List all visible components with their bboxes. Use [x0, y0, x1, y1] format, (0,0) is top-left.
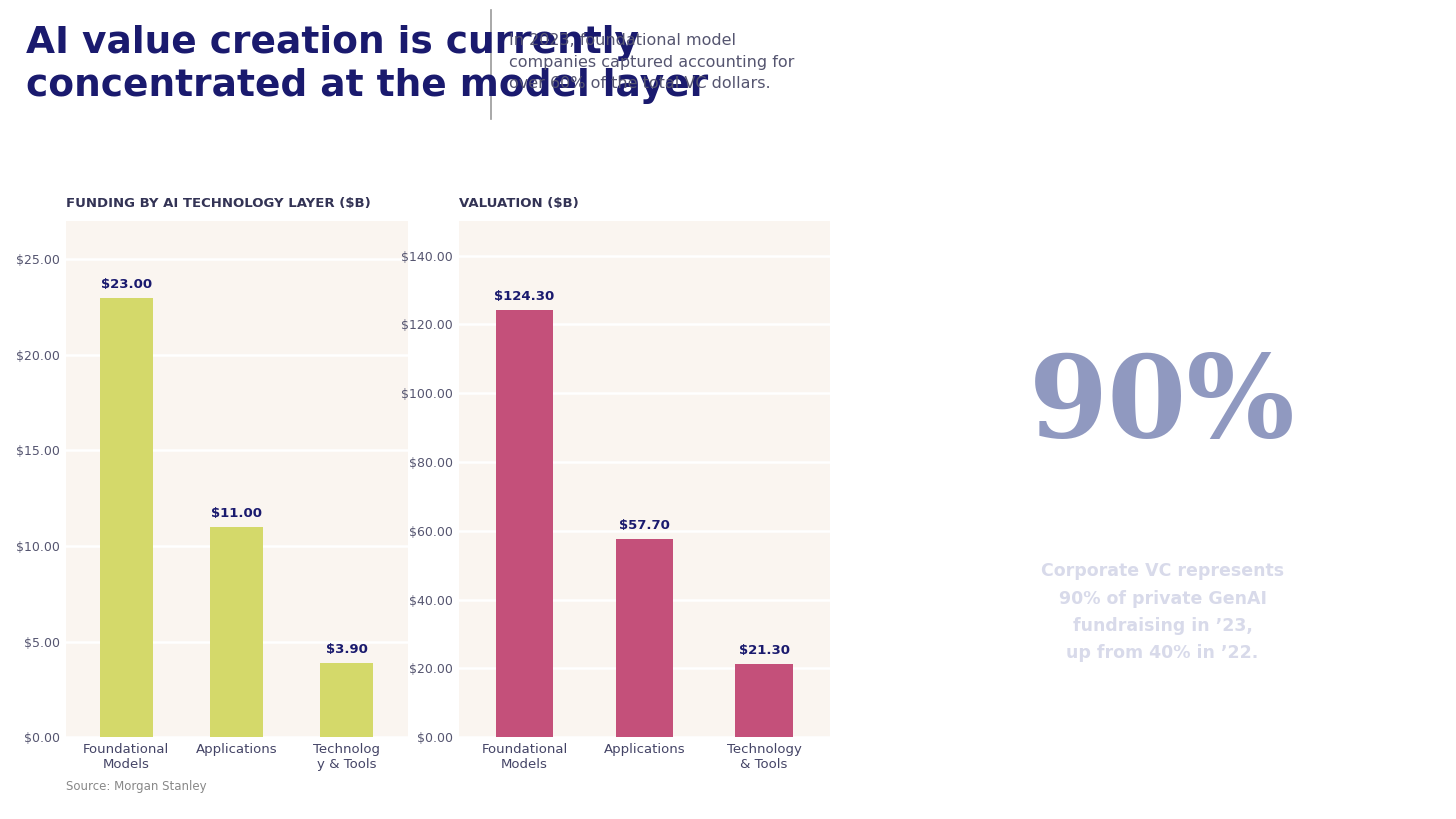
Bar [210, 527, 264, 737]
Text: VALUATION ($B): VALUATION ($B) [459, 197, 578, 210]
Bar [320, 663, 373, 737]
Bar [99, 297, 153, 737]
Bar [495, 310, 553, 737]
Text: $23.00: $23.00 [100, 278, 151, 291]
Text: $11.00: $11.00 [211, 507, 262, 520]
Text: FUNDING BY AI TECHNOLOGY LAYER ($B): FUNDING BY AI TECHNOLOGY LAYER ($B) [66, 197, 370, 210]
Text: $57.70: $57.70 [619, 518, 670, 532]
Text: Source: Morgan Stanley: Source: Morgan Stanley [66, 781, 207, 794]
Text: $21.30: $21.30 [738, 644, 789, 657]
Text: $3.90: $3.90 [326, 643, 368, 656]
Bar [735, 664, 794, 737]
Bar [616, 539, 673, 737]
Text: 90%: 90% [1029, 350, 1296, 461]
Text: $124.30: $124.30 [495, 290, 555, 303]
Text: AI value creation is currently
concentrated at the model layer: AI value creation is currently concentra… [26, 25, 708, 104]
Text: Corporate VC represents
90% of private GenAI
fundraising in ’23,
up from 40% in : Corporate VC represents 90% of private G… [1041, 563, 1284, 662]
Text: In 2023, foundational model
companies captured accounting for
over 60% of the to: In 2023, foundational model companies ca… [508, 33, 794, 91]
